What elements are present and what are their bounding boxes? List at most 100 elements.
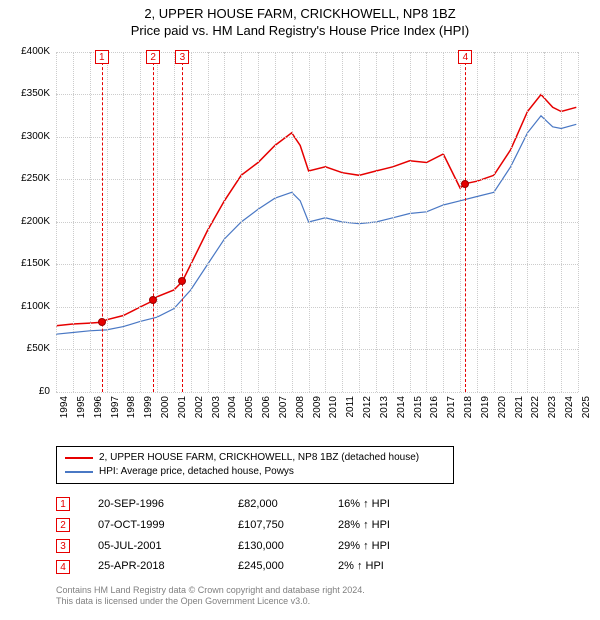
event-num: 2 (56, 518, 70, 532)
x-tick-label: 2017 (446, 396, 457, 426)
x-tick-label: 2016 (429, 396, 440, 426)
event-marker-label: 1 (95, 50, 109, 64)
chart-area: £0£50K£100K£150K£200K£250K£300K£350K£400… (10, 44, 590, 434)
x-tick-label: 2010 (328, 396, 339, 426)
x-tick-label: 2013 (379, 396, 390, 426)
y-tick-label: £400K (10, 46, 50, 57)
y-tick-label: £200K (10, 216, 50, 227)
gridline-v (426, 52, 427, 392)
event-num: 4 (56, 560, 70, 574)
series-line-price_paid (56, 94, 576, 325)
y-tick-label: £250K (10, 173, 50, 184)
gridline-h (56, 52, 578, 53)
legend-item: HPI: Average price, detached house, Powy… (65, 465, 445, 479)
gridline-v (460, 52, 461, 392)
title-address: 2, UPPER HOUSE FARM, CRICKHOWELL, NP8 1B… (10, 6, 590, 23)
gridline-v (73, 52, 74, 392)
x-tick-label: 2005 (244, 396, 255, 426)
gridline-v (376, 52, 377, 392)
x-tick-label: 2022 (530, 396, 541, 426)
event-price: £82,000 (238, 494, 338, 515)
x-tick-label: 2001 (177, 396, 188, 426)
x-tick-label: 2014 (396, 396, 407, 426)
event-vline (465, 52, 466, 392)
gridline-v (107, 52, 108, 392)
event-row: 207-OCT-1999£107,75028% ↑ HPI (56, 515, 590, 536)
gridline-h (56, 349, 578, 350)
legend: 2, UPPER HOUSE FARM, CRICKHOWELL, NP8 1B… (56, 446, 454, 484)
event-point (461, 180, 469, 188)
events-table: 1 20-SEP-1996£82,00016% ↑ HPI207-OCT-1999… (56, 494, 590, 578)
event-num: 1 (56, 497, 70, 511)
series-line-hpi (56, 116, 576, 334)
gridline-v (443, 52, 444, 392)
event-row: 4 25-APR-2018£245,0002% ↑ HPI (56, 556, 590, 577)
event-pct: 2% ↑ HPI (338, 556, 448, 577)
x-tick-label: 2004 (227, 396, 238, 426)
gridline-v (544, 52, 545, 392)
x-tick-label: 2020 (497, 396, 508, 426)
x-tick-label: 2008 (295, 396, 306, 426)
gridline-v (174, 52, 175, 392)
event-date: 05-JUL-2001 (98, 536, 238, 557)
event-pct: 16% ↑ HPI (338, 494, 448, 515)
gridline-h (56, 179, 578, 180)
gridline-h (56, 222, 578, 223)
x-tick-label: 2024 (564, 396, 575, 426)
x-tick-label: 2002 (194, 396, 205, 426)
event-point (98, 318, 106, 326)
footer-line: Contains HM Land Registry data © Crown c… (56, 585, 590, 596)
event-row: 305-JUL-2001£130,00029% ↑ HPI (56, 536, 590, 557)
gridline-v (208, 52, 209, 392)
chart-container: 2, UPPER HOUSE FARM, CRICKHOWELL, NP8 1B… (0, 0, 600, 620)
x-tick-label: 2011 (345, 396, 356, 426)
event-pct: 28% ↑ HPI (338, 515, 448, 536)
x-tick-label: 1998 (126, 396, 137, 426)
x-tick-label: 2000 (160, 396, 171, 426)
gridline-v (309, 52, 310, 392)
gridline-h (56, 307, 578, 308)
gridline-v (241, 52, 242, 392)
y-tick-label: £350K (10, 88, 50, 99)
gridline-v (275, 52, 276, 392)
legend-swatch (65, 457, 93, 459)
x-tick-label: 2023 (547, 396, 558, 426)
event-marker-label: 4 (458, 50, 472, 64)
title-subtitle: Price paid vs. HM Land Registry's House … (10, 23, 590, 40)
event-vline (102, 52, 103, 392)
x-tick-label: 2019 (480, 396, 491, 426)
event-marker-label: 3 (175, 50, 189, 64)
x-tick-label: 2012 (362, 396, 373, 426)
legend-label: 2, UPPER HOUSE FARM, CRICKHOWELL, NP8 1B… (99, 451, 419, 465)
gridline-v (191, 52, 192, 392)
y-tick-label: £50K (10, 343, 50, 354)
y-tick-label: £0 (10, 386, 50, 397)
legend-label: HPI: Average price, detached house, Powy… (99, 465, 294, 479)
event-date: 25-APR-2018 (98, 556, 238, 577)
legend-item: 2, UPPER HOUSE FARM, CRICKHOWELL, NP8 1B… (65, 451, 445, 465)
gridline-v (359, 52, 360, 392)
gridline-v (477, 52, 478, 392)
gridline-v (511, 52, 512, 392)
legend-swatch (65, 471, 93, 473)
event-vline (153, 52, 154, 392)
event-pct: 29% ↑ HPI (338, 536, 448, 557)
x-tick-label: 2018 (463, 396, 474, 426)
y-tick-label: £300K (10, 131, 50, 142)
gridline-h (56, 137, 578, 138)
event-date: 20-SEP-1996 (98, 494, 238, 515)
gridline-v (527, 52, 528, 392)
event-row: 1 20-SEP-1996£82,00016% ↑ HPI (56, 494, 590, 515)
gridline-v (561, 52, 562, 392)
x-tick-label: 2025 (581, 396, 592, 426)
footer-line: This data is licensed under the Open Gov… (56, 596, 590, 607)
x-tick-label: 2009 (312, 396, 323, 426)
x-tick-label: 2007 (278, 396, 289, 426)
gridline-v (342, 52, 343, 392)
gridline-v (410, 52, 411, 392)
x-tick-label: 2003 (211, 396, 222, 426)
gridline-v (258, 52, 259, 392)
event-price: £245,000 (238, 556, 338, 577)
gridline-v (393, 52, 394, 392)
event-num: 3 (56, 539, 70, 553)
